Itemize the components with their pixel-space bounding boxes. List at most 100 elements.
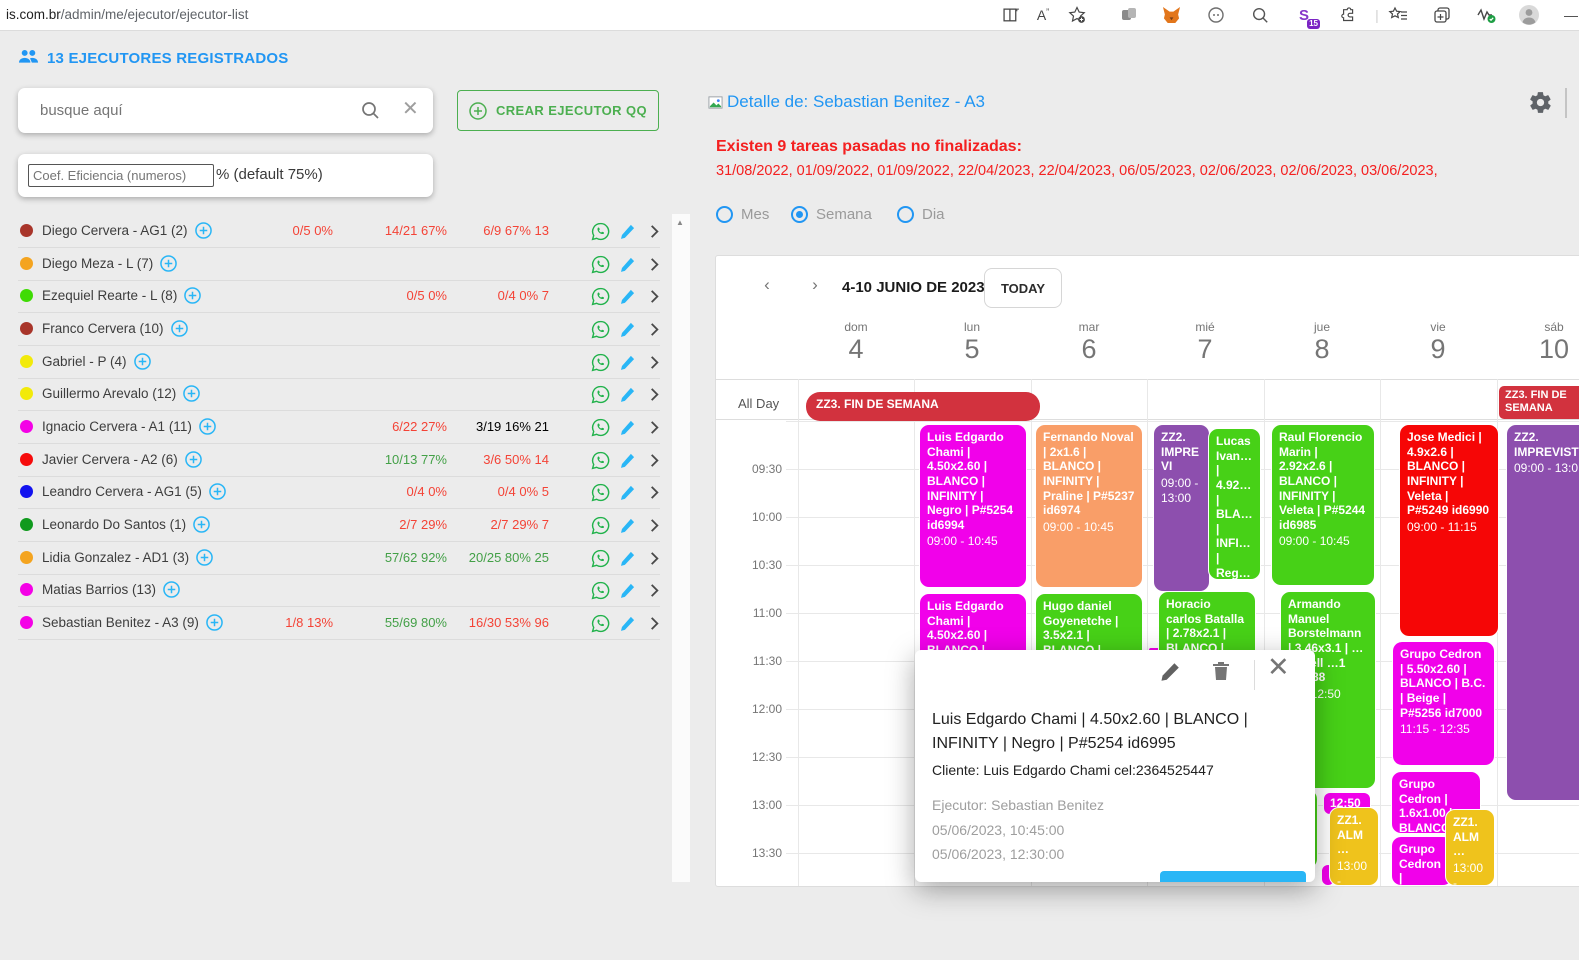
add-task-icon[interactable] bbox=[193, 516, 210, 533]
calendar-event[interactable]: Luis Edgardo Chami | 4.50x2.60 | BLANCO … bbox=[919, 424, 1027, 588]
read-aloud-icon[interactable]: A” bbox=[1036, 7, 1050, 23]
stylus-extension-icon[interactable]: S 15 bbox=[1298, 6, 1320, 29]
whatsapp-icon[interactable] bbox=[590, 450, 610, 470]
whatsapp-icon[interactable] bbox=[590, 384, 610, 404]
circle-extension-icon[interactable] bbox=[1205, 4, 1227, 26]
more-options-icon[interactable]: — bbox=[1564, 7, 1578, 23]
whatsapp-icon[interactable] bbox=[590, 613, 610, 633]
settings-gear-icon[interactable] bbox=[1528, 90, 1553, 120]
edit-pencil-icon[interactable] bbox=[617, 450, 637, 470]
executor-row[interactable]: Leandro Cervera - AG1 (5) 0/4 0% 0/4 0% … bbox=[18, 475, 660, 509]
chevron-right-icon[interactable] bbox=[644, 515, 664, 535]
day-number[interactable]: 7 bbox=[1197, 334, 1213, 364]
executor-row[interactable]: Ezequiel Rearte - L (8) 0/5 0% 0/4 0% 7 bbox=[18, 279, 660, 313]
chevron-right-icon[interactable] bbox=[644, 548, 664, 568]
executor-row[interactable]: Matias Barrios (13) bbox=[18, 573, 660, 607]
collections-icon[interactable] bbox=[1387, 4, 1409, 26]
day-number[interactable]: 6 bbox=[1081, 334, 1097, 364]
edit-pencil-icon[interactable] bbox=[617, 221, 637, 241]
executor-row[interactable]: Sebastian Benitez - A3 (9) 1/8 13% 55/69… bbox=[18, 606, 660, 640]
calendar-event[interactable]: Lucas Ivan… | 4.92… | BLA… | INFI… | Reg… bbox=[1208, 428, 1261, 580]
calendar-next-icon[interactable]: › bbox=[812, 275, 818, 294]
search-icon[interactable] bbox=[360, 100, 380, 125]
calendar-event[interactable]: Grupo Cedron | 1.6x1.00 | BLANCO bbox=[1391, 836, 1453, 886]
view-option-mes[interactable]: Mes bbox=[716, 206, 769, 223]
chevron-right-icon[interactable] bbox=[644, 580, 664, 600]
favorites-star-icon[interactable] bbox=[1066, 4, 1088, 26]
whatsapp-icon[interactable] bbox=[590, 254, 610, 274]
calendar-event[interactable]: Fernando Noval | 2x1.6 | BLANCO | INFINI… bbox=[1035, 424, 1143, 588]
executor-row[interactable]: Diego Cervera - AG1 (2) 0/5 0% 14/21 67%… bbox=[18, 214, 660, 248]
list-scrollbar[interactable]: ▲ bbox=[672, 214, 690, 882]
calendar-event[interactable]: ZZ2. IMPREVIST 09:00 - 13:0 bbox=[1506, 424, 1579, 801]
radio-icon[interactable] bbox=[716, 206, 733, 223]
chevron-right-icon[interactable] bbox=[644, 319, 664, 339]
coef-eficiencia-input[interactable] bbox=[28, 164, 214, 187]
whatsapp-icon[interactable] bbox=[590, 319, 610, 339]
calendar-event[interactable]: ZZ1. ALM…13:00 - 14:00 bbox=[1445, 809, 1495, 886]
calendar-event[interactable]: ZZ2. IMPREVI 09:00 - 13:00 bbox=[1153, 424, 1210, 592]
whatsapp-icon[interactable] bbox=[590, 221, 610, 241]
popup-close-icon[interactable]: ✕ bbox=[1267, 652, 1290, 682]
popup-delete-icon[interactable] bbox=[1209, 659, 1233, 683]
add-task-icon[interactable] bbox=[170, 320, 188, 337]
executor-row[interactable]: Gabriel - P (4) bbox=[18, 345, 660, 379]
add-task-icon[interactable] bbox=[184, 287, 202, 304]
edit-pencil-icon[interactable] bbox=[617, 286, 637, 306]
add-task-icon[interactable] bbox=[194, 222, 212, 239]
calendar-prev-icon[interactable]: ‹ bbox=[764, 275, 770, 294]
calendar-event[interactable]: Jose Medici | 4.9x2.6 | BLANCO | INFINIT… bbox=[1399, 424, 1499, 637]
split-screen-icon[interactable] bbox=[1000, 4, 1022, 26]
edit-pencil-icon[interactable] bbox=[617, 254, 637, 274]
chevron-right-icon[interactable] bbox=[644, 613, 664, 633]
chevron-right-icon[interactable] bbox=[644, 450, 664, 470]
add-task-icon[interactable] bbox=[183, 385, 201, 402]
chevron-right-icon[interactable] bbox=[644, 417, 664, 437]
extension-camera-icon[interactable] bbox=[1118, 4, 1140, 26]
edit-pencil-icon[interactable] bbox=[617, 417, 637, 437]
edit-pencil-icon[interactable] bbox=[617, 515, 637, 535]
day-number[interactable]: 4 bbox=[848, 334, 864, 364]
duplicate-tab-icon[interactable] bbox=[1431, 4, 1453, 26]
edit-pencil-icon[interactable] bbox=[617, 613, 637, 633]
metamask-fox-icon[interactable] bbox=[1160, 4, 1182, 26]
edit-pencil-icon[interactable] bbox=[617, 580, 637, 600]
whatsapp-icon[interactable] bbox=[590, 548, 610, 568]
whatsapp-icon[interactable] bbox=[590, 515, 610, 535]
executor-row[interactable]: Diego Meza - L (7) bbox=[18, 247, 660, 281]
browser-essentials-icon[interactable] bbox=[1475, 4, 1497, 26]
executor-row[interactable]: Leonardo Do Santos (1) 2/7 29% 2/7 29% 7 bbox=[18, 508, 660, 542]
calendar-event[interactable]: Raul Florencio Marin | 2.92x2.6 | BLANCO… bbox=[1271, 424, 1375, 586]
scroll-up-icon[interactable]: ▲ bbox=[676, 218, 684, 227]
extensions-puzzle-icon[interactable] bbox=[1337, 4, 1359, 26]
radio-icon[interactable] bbox=[897, 206, 914, 223]
whatsapp-icon[interactable] bbox=[590, 482, 610, 502]
edit-pencil-icon[interactable] bbox=[617, 352, 637, 372]
day-number[interactable]: 5 bbox=[964, 334, 980, 364]
whatsapp-icon[interactable] bbox=[590, 352, 610, 372]
whatsapp-icon[interactable] bbox=[590, 286, 610, 306]
all-day-event[interactable]: ZZ3. FIN DE SEMANA bbox=[806, 392, 1040, 421]
edit-pencil-icon[interactable] bbox=[617, 548, 637, 568]
executor-row[interactable]: Javier Cervera - A2 (6) 10/13 77% 3/6 50… bbox=[18, 443, 660, 477]
view-option-semana[interactable]: Semana bbox=[791, 206, 872, 223]
whatsapp-icon[interactable] bbox=[590, 580, 610, 600]
chevron-right-icon[interactable] bbox=[644, 482, 664, 502]
add-task-icon[interactable] bbox=[160, 255, 178, 272]
add-task-icon[interactable] bbox=[209, 483, 226, 500]
view-option-dia[interactable]: Dia bbox=[897, 206, 945, 223]
add-task-icon[interactable] bbox=[133, 353, 151, 370]
executor-row[interactable]: Franco Cervera (10) bbox=[18, 312, 660, 346]
popup-edit-icon[interactable] bbox=[1158, 660, 1182, 684]
calendar-event[interactable]: Grupo Cedron | 5.50x2.60 | BLANCO | B.C.… bbox=[1392, 641, 1495, 766]
radio-checked-icon[interactable] bbox=[791, 206, 808, 223]
calendar-event[interactable]: ZZ1. ALM…13:00 - 14:00 bbox=[1329, 807, 1379, 886]
address-bar[interactable]: is.com.br/admin/me/ejecutor/ejecutor-lis… bbox=[6, 7, 248, 22]
search-input[interactable] bbox=[38, 101, 342, 120]
chevron-right-icon[interactable] bbox=[644, 286, 664, 306]
edit-pencil-icon[interactable] bbox=[617, 482, 637, 502]
executor-row[interactable]: Guillermo Arevalo (12) bbox=[18, 377, 660, 411]
executor-row[interactable]: Ignacio Cervera - A1 (11) 6/22 27% 3/19 … bbox=[18, 410, 660, 444]
day-number[interactable]: 9 bbox=[1430, 334, 1446, 364]
today-button[interactable]: TODAY bbox=[984, 268, 1062, 308]
